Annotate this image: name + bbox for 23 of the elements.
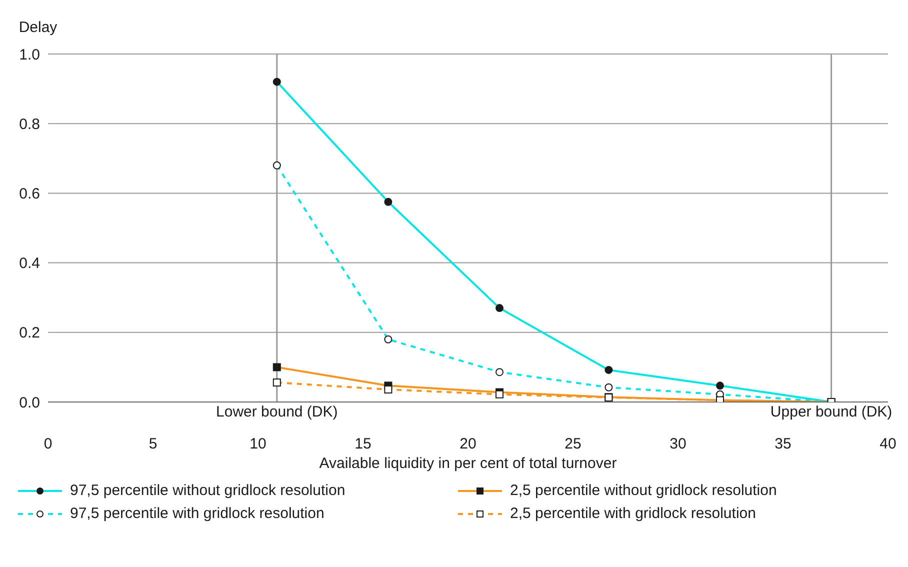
x-tick-label: 35 [774,436,792,453]
x-tick-label: 40 [880,436,896,453]
legend-label: 2,5 percentile with gridlock resolution [510,505,756,522]
x-tick-label: 10 [250,436,266,453]
y-tick-label: 0.0 [19,394,40,412]
y-tick-label: 0.8 [19,116,40,133]
ref-line-label: Upper bound (DK) [770,404,892,421]
x-tick-label: 30 [670,436,686,453]
x-tick-label: 20 [460,436,476,453]
y-tick-label: 0.6 [19,186,40,203]
legend-label: 97,5 percentile without gridlock resolution [70,482,346,499]
legend-label: 2,5 percentile without gridlock resolution [510,482,777,499]
y-tick-label: 1.0 [19,46,40,64]
legend-label: 97,5 percentile with gridlock resolution [70,505,324,522]
x-tick-label: 15 [354,436,372,453]
ref-line-label: Lower bound (DK) [216,404,338,421]
x-axis-title: Available liquidity in per cent of total turnover [319,455,617,472]
y-tick-label: 0.2 [19,324,40,342]
x-tick-label: 25 [564,436,582,453]
y-tick-label: 0.4 [19,255,40,272]
x-tick-label: 5 [148,436,158,453]
y-axis-title: Delay [18,19,58,36]
x-tick-label: 0 [44,436,52,453]
